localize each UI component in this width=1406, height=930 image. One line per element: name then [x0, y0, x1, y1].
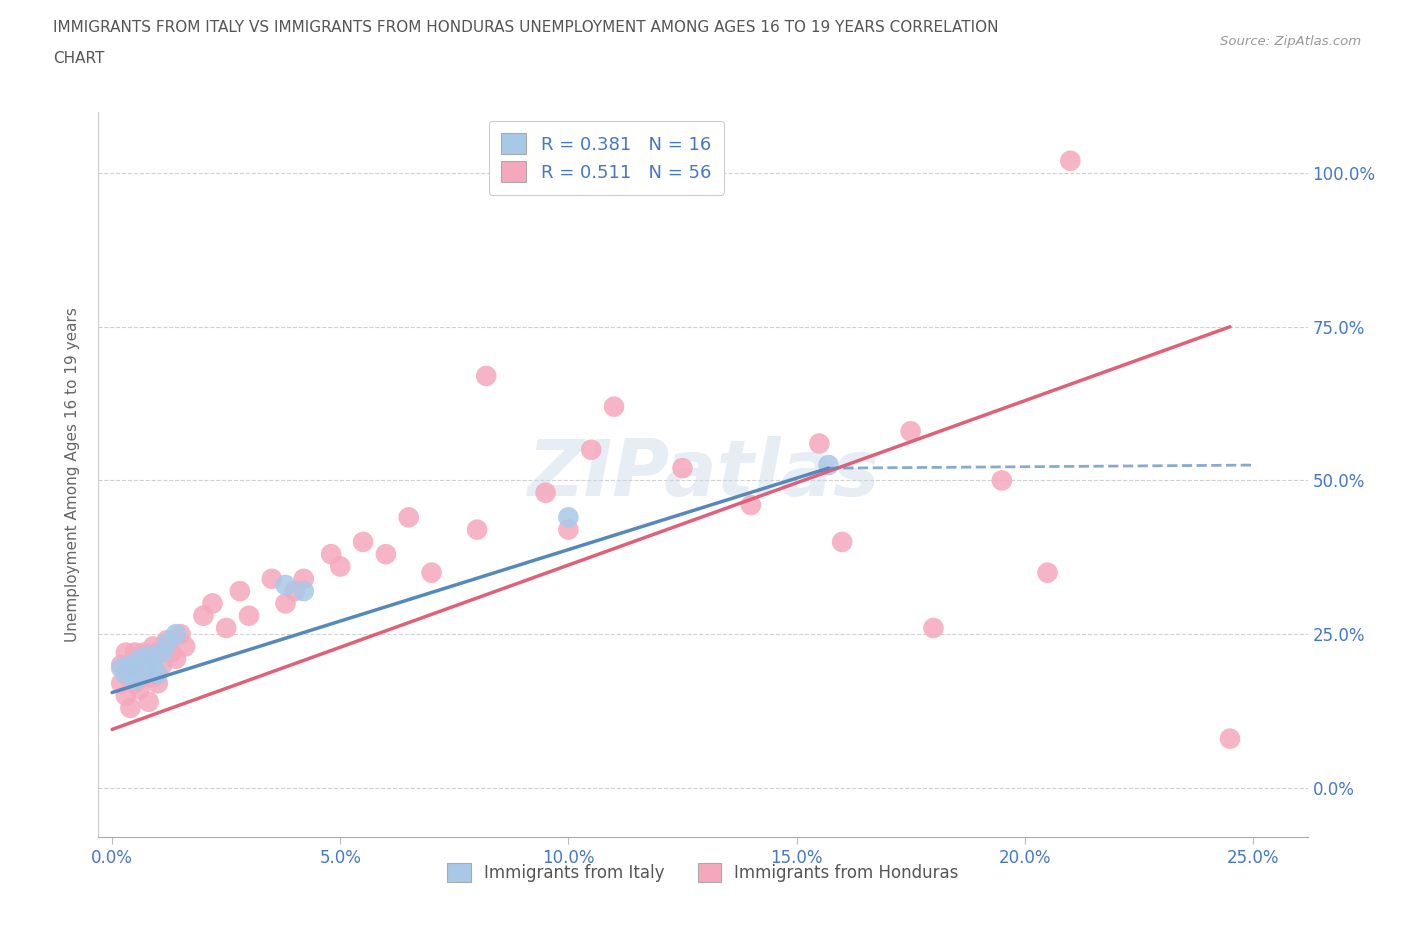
- Point: [374, 547, 396, 562]
- Point: [201, 596, 224, 611]
- Point: [146, 676, 169, 691]
- Point: [124, 672, 146, 687]
- Text: IMMIGRANTS FROM ITALY VS IMMIGRANTS FROM HONDURAS UNEMPLOYMENT AMONG AGES 16 TO : IMMIGRANTS FROM ITALY VS IMMIGRANTS FROM…: [53, 20, 998, 35]
- Point: [215, 620, 238, 635]
- Point: [292, 584, 315, 599]
- Point: [260, 571, 283, 586]
- Point: [671, 460, 693, 475]
- Point: [150, 645, 173, 660]
- Point: [603, 399, 626, 414]
- Point: [110, 676, 132, 691]
- Point: [156, 636, 179, 651]
- Point: [120, 670, 142, 684]
- Point: [817, 458, 839, 472]
- Point: [146, 667, 169, 682]
- Point: [132, 645, 155, 660]
- Text: CHART: CHART: [53, 51, 105, 66]
- Point: [114, 688, 136, 703]
- Text: ZIPatlas: ZIPatlas: [527, 436, 879, 512]
- Point: [475, 368, 498, 383]
- Point: [831, 535, 853, 550]
- Point: [138, 658, 160, 672]
- Point: [124, 658, 146, 672]
- Point: [138, 695, 160, 710]
- Point: [740, 498, 762, 512]
- Point: [132, 664, 155, 679]
- Legend: Immigrants from Italy, Immigrants from Honduras: Immigrants from Italy, Immigrants from H…: [439, 855, 967, 890]
- Point: [900, 424, 922, 439]
- Point: [292, 571, 315, 586]
- Point: [142, 639, 165, 654]
- Point: [284, 584, 307, 599]
- Point: [120, 700, 142, 715]
- Point: [138, 648, 160, 663]
- Point: [150, 658, 173, 672]
- Point: [557, 522, 579, 537]
- Point: [1059, 153, 1081, 168]
- Point: [128, 651, 150, 666]
- Point: [142, 670, 165, 684]
- Point: [146, 645, 169, 660]
- Point: [165, 651, 187, 666]
- Point: [274, 596, 297, 611]
- Point: [420, 565, 443, 580]
- Point: [579, 443, 602, 458]
- Point: [156, 632, 179, 647]
- Point: [229, 584, 252, 599]
- Point: [274, 578, 297, 592]
- Point: [238, 608, 260, 623]
- Point: [165, 627, 187, 642]
- Point: [398, 510, 420, 525]
- Point: [169, 627, 191, 642]
- Point: [124, 676, 146, 691]
- Point: [110, 658, 132, 672]
- Point: [124, 645, 146, 660]
- Text: Source: ZipAtlas.com: Source: ZipAtlas.com: [1220, 35, 1361, 48]
- Point: [991, 473, 1014, 488]
- Point: [174, 639, 197, 654]
- Point: [1036, 565, 1059, 580]
- Point: [465, 522, 488, 537]
- Point: [557, 510, 579, 525]
- Point: [114, 645, 136, 660]
- Point: [321, 547, 343, 562]
- Point: [132, 670, 155, 684]
- Point: [128, 651, 150, 666]
- Point: [110, 660, 132, 675]
- Point: [120, 658, 142, 672]
- Point: [352, 535, 374, 550]
- Point: [160, 645, 183, 660]
- Point: [1219, 731, 1241, 746]
- Point: [922, 620, 945, 635]
- Point: [128, 682, 150, 697]
- Point: [534, 485, 557, 500]
- Point: [114, 667, 136, 682]
- Point: [142, 660, 165, 675]
- Y-axis label: Unemployment Among Ages 16 to 19 years: Unemployment Among Ages 16 to 19 years: [65, 307, 80, 642]
- Point: [329, 559, 352, 574]
- Point: [193, 608, 215, 623]
- Point: [808, 436, 831, 451]
